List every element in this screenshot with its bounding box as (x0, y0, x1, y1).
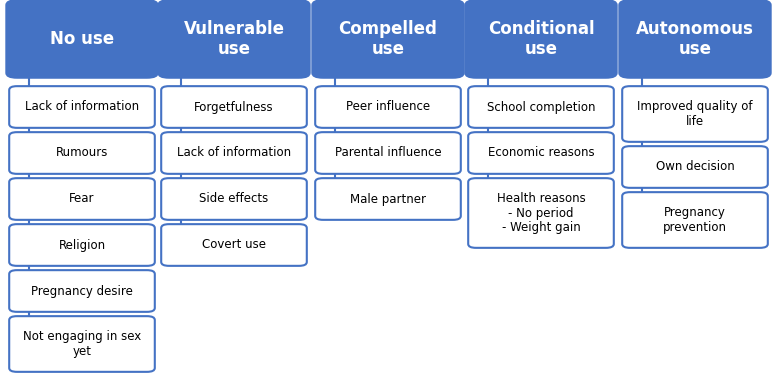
Text: Peer influence: Peer influence (346, 101, 430, 114)
Text: School completion: School completion (487, 101, 595, 114)
Text: Lack of information: Lack of information (25, 101, 139, 114)
FancyBboxPatch shape (468, 178, 614, 248)
FancyBboxPatch shape (161, 86, 307, 128)
FancyBboxPatch shape (315, 86, 461, 128)
Text: Pregnancy
prevention: Pregnancy prevention (663, 206, 727, 234)
FancyBboxPatch shape (9, 132, 154, 174)
Text: Own decision: Own decision (656, 161, 735, 174)
Text: Covert use: Covert use (202, 238, 266, 252)
Text: Conditional
use: Conditional use (488, 20, 594, 58)
Text: Parental influence: Parental influence (335, 147, 441, 159)
Text: No use: No use (50, 30, 114, 48)
FancyBboxPatch shape (9, 178, 154, 220)
Text: Religion: Religion (58, 238, 105, 252)
FancyBboxPatch shape (315, 132, 461, 174)
FancyBboxPatch shape (161, 132, 307, 174)
Text: Autonomous
use: Autonomous use (636, 20, 754, 58)
FancyBboxPatch shape (464, 0, 618, 79)
FancyBboxPatch shape (311, 0, 465, 79)
Text: Compelled
use: Compelled use (339, 20, 438, 58)
FancyBboxPatch shape (161, 224, 307, 266)
Text: Side effects: Side effects (200, 192, 268, 205)
Text: Improved quality of
life: Improved quality of life (637, 100, 753, 128)
FancyBboxPatch shape (622, 146, 768, 188)
Text: Fear: Fear (69, 192, 94, 205)
FancyBboxPatch shape (9, 270, 154, 312)
Text: Rumours: Rumours (56, 147, 108, 159)
Text: Vulnerable
use: Vulnerable use (183, 20, 285, 58)
Text: Pregnancy desire: Pregnancy desire (31, 285, 133, 298)
FancyBboxPatch shape (468, 86, 614, 128)
FancyBboxPatch shape (5, 0, 158, 79)
FancyBboxPatch shape (9, 86, 154, 128)
FancyBboxPatch shape (158, 0, 310, 79)
Text: Health reasons
- No period
- Weight gain: Health reasons - No period - Weight gain (497, 192, 585, 235)
FancyBboxPatch shape (468, 132, 614, 174)
Text: Lack of information: Lack of information (177, 147, 291, 159)
Text: Forgetfulness: Forgetfulness (194, 101, 274, 114)
Text: Economic reasons: Economic reasons (488, 147, 594, 159)
FancyBboxPatch shape (622, 86, 768, 142)
Text: Not engaging in sex
yet: Not engaging in sex yet (23, 330, 141, 358)
FancyBboxPatch shape (9, 224, 154, 266)
Text: Male partner: Male partner (350, 192, 426, 205)
FancyBboxPatch shape (315, 178, 461, 220)
FancyBboxPatch shape (161, 178, 307, 220)
FancyBboxPatch shape (9, 316, 154, 372)
FancyBboxPatch shape (619, 0, 771, 79)
FancyBboxPatch shape (622, 192, 768, 248)
